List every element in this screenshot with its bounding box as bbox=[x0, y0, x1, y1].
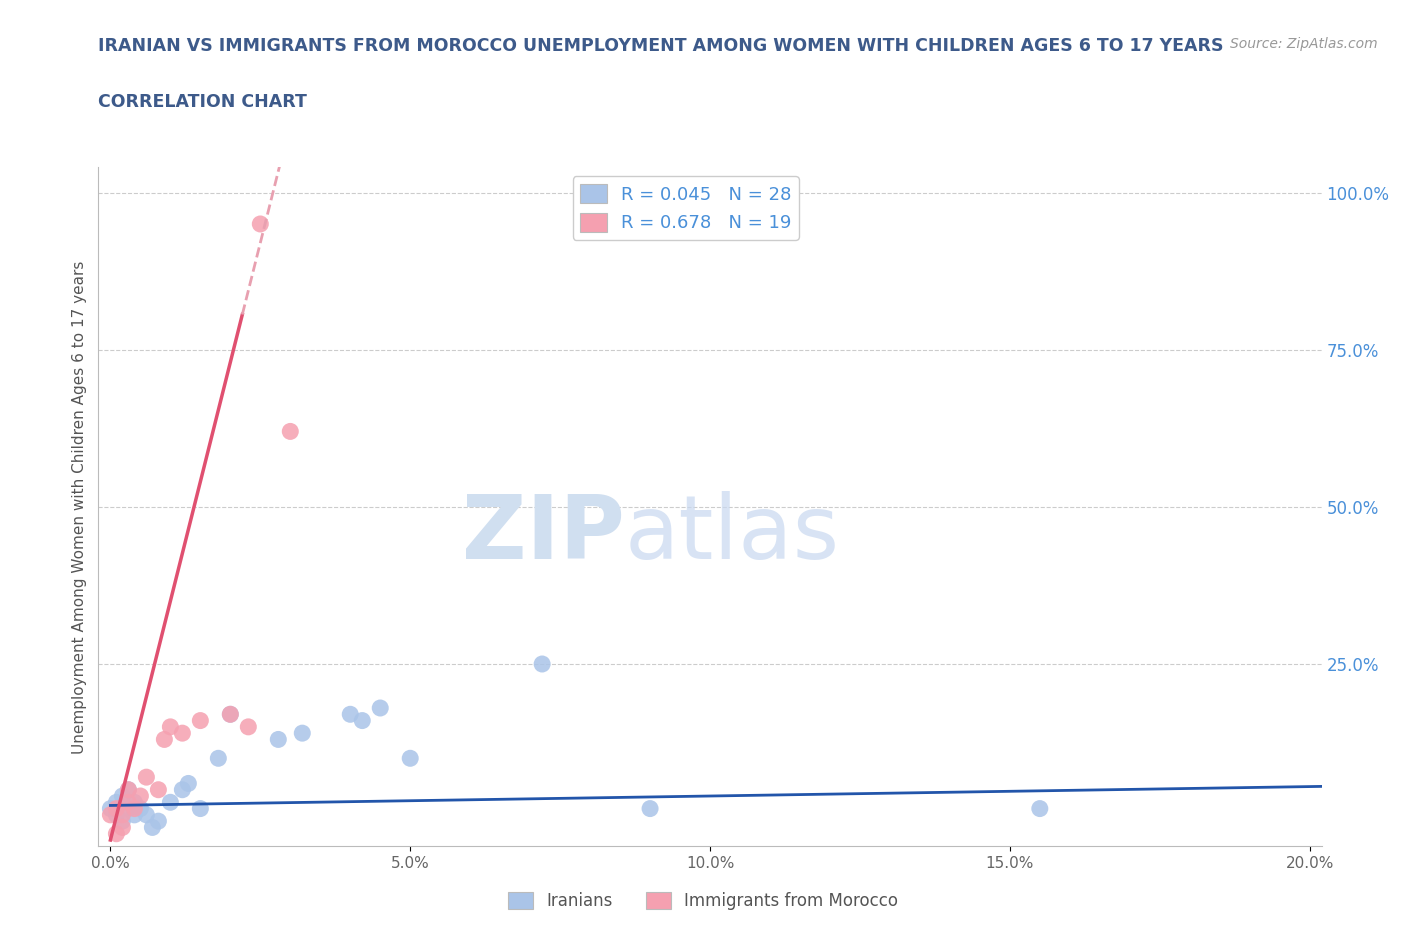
Point bbox=[278, 424, 301, 439]
Point bbox=[100, 801, 122, 816]
Point bbox=[219, 707, 242, 722]
Point bbox=[172, 725, 194, 740]
Point bbox=[153, 732, 176, 747]
Point bbox=[399, 751, 422, 765]
Point bbox=[148, 814, 170, 829]
Point bbox=[291, 725, 314, 740]
Text: ZIP: ZIP bbox=[461, 490, 624, 578]
Point bbox=[135, 807, 157, 822]
Point bbox=[117, 795, 139, 810]
Point bbox=[238, 720, 260, 735]
Point bbox=[207, 751, 229, 765]
Point bbox=[111, 789, 134, 804]
Point bbox=[177, 776, 200, 790]
Point bbox=[159, 795, 181, 810]
Point bbox=[352, 713, 374, 728]
Point bbox=[531, 657, 554, 671]
Point bbox=[105, 826, 128, 841]
Point bbox=[188, 713, 211, 728]
Text: atlas: atlas bbox=[624, 490, 839, 578]
Point bbox=[124, 807, 146, 822]
Point bbox=[105, 801, 128, 816]
Point bbox=[111, 814, 134, 829]
Point bbox=[219, 707, 242, 722]
Legend: R = 0.045   N = 28, R = 0.678   N = 19: R = 0.045 N = 28, R = 0.678 N = 19 bbox=[572, 177, 799, 240]
Legend: Iranians, Immigrants from Morocco: Iranians, Immigrants from Morocco bbox=[501, 885, 905, 917]
Text: Source: ZipAtlas.com: Source: ZipAtlas.com bbox=[1230, 37, 1378, 51]
Point bbox=[267, 732, 290, 747]
Point bbox=[124, 801, 146, 816]
Point bbox=[1029, 801, 1052, 816]
Point bbox=[638, 801, 661, 816]
Point bbox=[368, 700, 391, 715]
Point bbox=[159, 720, 181, 735]
Point bbox=[172, 782, 194, 797]
Point bbox=[100, 807, 122, 822]
Point bbox=[249, 217, 271, 232]
Point bbox=[124, 795, 146, 810]
Point bbox=[129, 789, 152, 804]
Point bbox=[117, 801, 139, 816]
Point bbox=[111, 820, 134, 835]
Point bbox=[111, 807, 134, 822]
Point bbox=[129, 801, 152, 816]
Point bbox=[117, 782, 139, 797]
Point bbox=[188, 801, 211, 816]
Text: CORRELATION CHART: CORRELATION CHART bbox=[98, 93, 308, 111]
Y-axis label: Unemployment Among Women with Children Ages 6 to 17 years: Unemployment Among Women with Children A… bbox=[72, 260, 87, 753]
Point bbox=[339, 707, 361, 722]
Point bbox=[105, 795, 128, 810]
Point bbox=[117, 782, 139, 797]
Point bbox=[105, 807, 128, 822]
Text: IRANIAN VS IMMIGRANTS FROM MOROCCO UNEMPLOYMENT AMONG WOMEN WITH CHILDREN AGES 6: IRANIAN VS IMMIGRANTS FROM MOROCCO UNEMP… bbox=[98, 37, 1223, 55]
Point bbox=[135, 770, 157, 785]
Point bbox=[141, 820, 163, 835]
Point bbox=[148, 782, 170, 797]
